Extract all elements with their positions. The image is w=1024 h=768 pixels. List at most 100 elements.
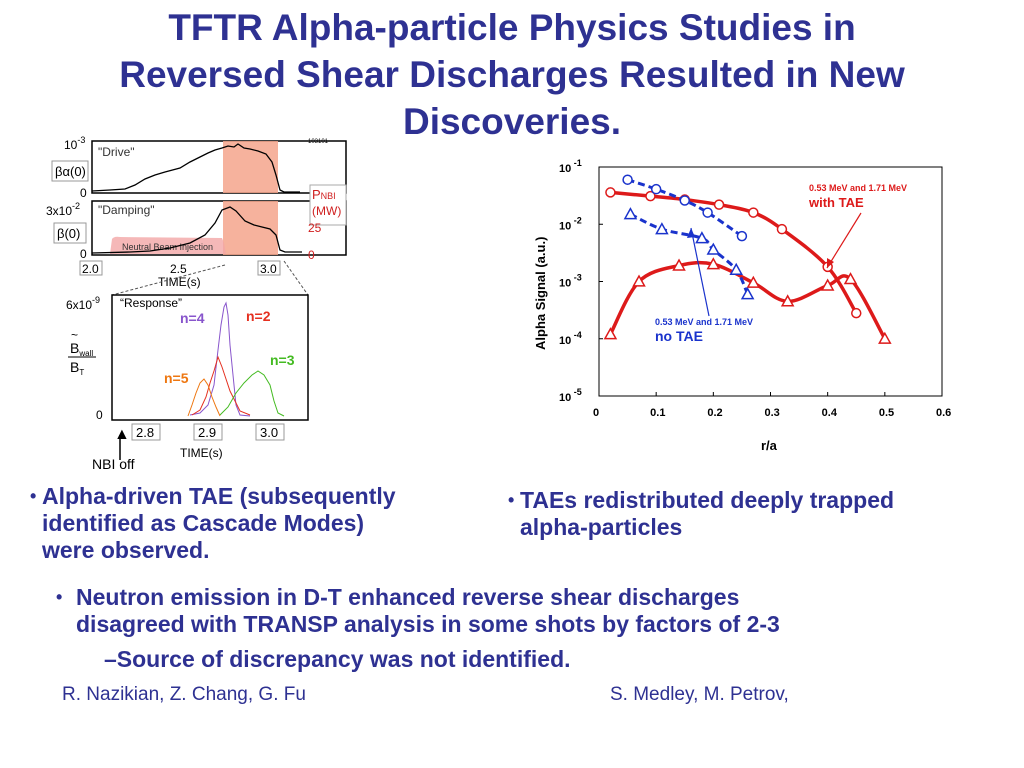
time-tick-2-0: 2.0: [82, 262, 99, 276]
data-point-1-71-mev-with-tae: [780, 294, 795, 307]
pnbi-label-box: [309, 184, 347, 226]
time-tick-2-5: 2.5: [170, 262, 187, 276]
pnbi-bottom: 0: [308, 248, 315, 262]
annotation-with-tae-line2: with TAE: [808, 195, 864, 210]
y-tick-label: 10 -4: [559, 330, 582, 347]
annotation-no-tae-line1: 0.53 MeV and 1.71 MeV: [655, 317, 753, 327]
bullet-left: • Alpha-driven TAE (subsequently identif…: [30, 483, 396, 564]
annotation-no-tae-line2: no TAE: [655, 328, 703, 344]
mode-label-n2: n=2: [246, 308, 271, 324]
annotation-no-tae-arrowhead: [687, 228, 695, 238]
bullet-dot: •: [508, 490, 515, 510]
resp-tick-2-8: 2.8: [136, 425, 154, 440]
alpha-signal-chart: Alpha Signal (a.u.) r/a 0 0.1 0.2 0.3 0.4 0.5…: [533, 158, 951, 453]
tick-box-3-0: [257, 260, 281, 276]
drive-label: "Drive": [98, 145, 135, 159]
shot-number: 103101: [308, 139, 329, 145]
bullet-bottom-line-1: Neutron emission in D-T enhanced reverse…: [76, 584, 740, 610]
data-point-0-53-mev-with-tae: [776, 223, 788, 235]
pnbi-top: 25: [308, 221, 322, 235]
damping-ybottom: 0: [80, 247, 87, 261]
slide-title: TFTR Alpha-particle Physics Studies in R…: [60, 4, 964, 145]
resp-tick-box-2-9: [193, 423, 223, 441]
pnbi-label: PNBI: [312, 187, 336, 202]
x-tick-label: 0.3: [765, 407, 780, 419]
x-tick-label: 0.2: [707, 407, 722, 419]
zoom-line-right: [283, 260, 309, 296]
x-tick-label: 0.6: [936, 407, 951, 419]
data-point-1-71-mev-with-tae: [672, 258, 686, 271]
data-point-1-71-mev-with-tae: [820, 278, 835, 291]
response-tilde: ~: [71, 328, 78, 342]
data-point-1-71-mev-no-tae: [729, 262, 743, 275]
bullet-left-line-3: were observed.: [42, 537, 210, 563]
resp-tick-2-9: 2.9: [198, 425, 216, 440]
data-point-1-71-mev-with-tae: [746, 275, 761, 288]
chart-plot-frame: [598, 166, 943, 397]
y-tick-label: 10 -5: [559, 387, 582, 404]
bullet-bottom-line-2: disagreed with TRANSP analysis in some s…: [76, 611, 780, 637]
x-tick-label: 0.5: [879, 407, 894, 419]
bullet-dot: •: [30, 486, 37, 506]
data-point-1-71-mev-no-tae: [740, 287, 755, 300]
annotation-with-tae-arrowhead: [827, 258, 834, 268]
data-point-0-53-mev-with-tae: [605, 187, 616, 198]
nbi-band-label: Neutral Beam Injection: [122, 242, 213, 252]
damping-ytop: 3x10-2: [46, 201, 80, 218]
response-ybottom: 0: [96, 408, 103, 422]
response-ytop: 6x10-9: [66, 295, 100, 312]
drive-trace: [91, 143, 300, 193]
bullet-right-line-1: TAEs redistributed deeply trapped: [520, 487, 895, 513]
x-tick-label: 0.4: [822, 407, 838, 419]
mode-label-n4: n=4: [180, 310, 205, 326]
title-line-3: Discoveries.: [402, 101, 622, 142]
x-tick-label: 0.1: [650, 407, 665, 419]
data-point-0-53-mev-with-tae: [645, 190, 656, 202]
data-point-0-53-mev-with-tae: [713, 199, 725, 210]
drive-ylabel: βα(0): [55, 164, 86, 179]
chart-ylabel: Alpha Signal (a.u.): [533, 237, 548, 350]
x-tick-label: 0: [593, 407, 599, 419]
mode-n2-trace: [191, 355, 251, 416]
damping-panel-highlight: [223, 201, 278, 255]
data-point-1-71-mev-no-tae: [706, 242, 721, 255]
bullet-right: • TAEs redistributed deeply trapped alph…: [508, 487, 895, 541]
bullet-left-line-2: identified as Cascade Modes): [42, 510, 365, 536]
bullet-right-line-2: alpha-particles: [520, 514, 683, 540]
mode-label-n5: n=5: [164, 370, 189, 386]
data-point-0-53-mev-no-tae: [622, 174, 633, 185]
drive-ylabel-box: [51, 160, 89, 182]
chart-axes: 0 0.1 0.2 0.3 0.4 0.5 0.6 10 -1 10 -2 10 -3 10 -4 1…: [559, 158, 951, 419]
time-axis-label-top: TIME(s): [158, 275, 201, 289]
data-point-0-53-mev-no-tae: [679, 195, 690, 206]
data-point-1-71-mev-with-tae: [706, 257, 721, 270]
data-point-1-71-mev-with-tae: [843, 272, 858, 285]
data-point-1-71-mev-with-tae: [603, 327, 618, 340]
nbi-power-band: [110, 236, 226, 254]
data-point-1-71-mev-no-tae: [695, 231, 709, 244]
bullet-left-line-1: Alpha-driven TAE (subsequently: [42, 483, 396, 509]
tae-time-traces-figure: "Drive" 10-3 βα(0) 0 103101 Neutral Beam…: [46, 135, 347, 472]
pnbi-unit: (MW): [312, 204, 341, 218]
drive-ybottom: 0: [80, 186, 87, 200]
damping-label: "Damping": [98, 203, 155, 217]
drive-ytop: 10-3: [64, 135, 85, 152]
mode-n3-trace: [219, 370, 285, 417]
y-tick-label: 10 -3: [559, 273, 582, 290]
damping-trace: [91, 206, 302, 254]
annotation-with-tae-line1: 0.53 MeV and 1.71 MeV: [809, 183, 907, 193]
damping-ylabel: β(0): [57, 226, 80, 241]
data-point-0-53-mev-no-tae: [650, 183, 662, 195]
data-point-0-53-mev-with-tae: [748, 207, 759, 218]
annotation-with-tae-arrow: [826, 212, 862, 269]
annotation-no-tae-arrow: [690, 227, 710, 317]
title-line-1: TFTR Alpha-particle Physics Studies in: [168, 7, 856, 48]
resp-tick-box-3-0: [255, 423, 285, 441]
resp-tick-box-2-8: [131, 423, 161, 441]
bullet-bottom: • Neutron emission in D-T enhanced rever…: [56, 584, 780, 638]
nbi-off-arrow: ▲: [114, 426, 130, 443]
resp-tick-3-0: 3.0: [260, 425, 278, 440]
data-point-1-71-mev-no-tae: [623, 207, 638, 220]
bullet-dot: •: [56, 587, 63, 607]
mode-label-n3: n=3: [270, 352, 295, 368]
